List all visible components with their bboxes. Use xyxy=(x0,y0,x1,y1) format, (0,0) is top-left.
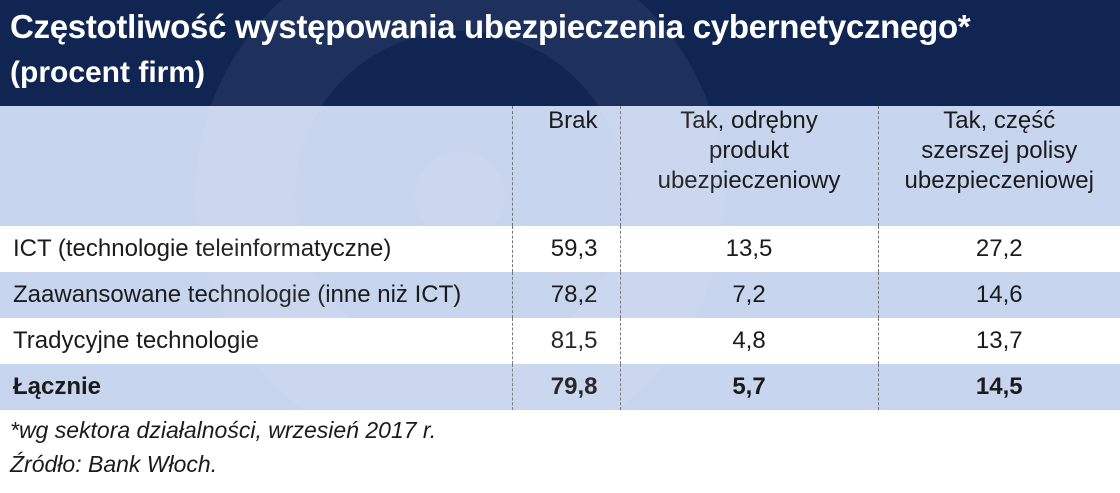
table-row-total: Łącznie 79,8 5,7 14,5 xyxy=(0,364,1120,410)
value-cell: 13,7 xyxy=(877,318,1120,364)
chart-subtitle: (procent firm) xyxy=(10,56,205,89)
row-label: ICT (technologie teleinformatyczne) xyxy=(13,235,392,262)
row-label: Zaawansowane technologie (inne niż ICT) xyxy=(13,281,462,308)
column-header-line: Brak xyxy=(548,107,598,134)
chart-title: Częstotliwość występowania ubezpieczenia… xyxy=(10,8,971,45)
column-header-line: Tak, odrębny xyxy=(680,107,818,134)
value-cell: 14,6 xyxy=(877,272,1120,318)
column-header-line: Tak, część xyxy=(943,107,1056,134)
value-cell: 14,5 xyxy=(877,364,1120,410)
value-cell: 4,8 xyxy=(619,318,878,364)
value-cell: 27,2 xyxy=(877,226,1120,272)
column-header-line: ubezpieczeniowy xyxy=(657,167,841,194)
row-label: Tradycyjne technologie xyxy=(13,327,259,354)
row-label: Łącznie xyxy=(13,373,102,400)
column-header-separate-product: Tak, odrębny produkt ubezpieczeniowy xyxy=(619,106,878,226)
value-cell: 13,5 xyxy=(619,226,878,272)
column-header-line: produkt xyxy=(708,137,790,164)
column-header-part-of-policy: Tak, część szerszej polisy ubezpieczenio… xyxy=(877,106,1120,226)
table-row: Tradycyjne technologie 81,5 4,8 13,7 xyxy=(0,318,1120,364)
value-cell: 5,7 xyxy=(619,364,878,410)
value-cell: 78,2 xyxy=(511,272,620,318)
header-bar: Częstotliwość występowania ubezpieczenia… xyxy=(0,0,1120,106)
table-row: ICT (technologie teleinformatyczne) 59,3… xyxy=(0,226,1120,272)
value-cell: 7,2 xyxy=(619,272,878,318)
column-header-line: szerszej polisy xyxy=(921,137,1078,164)
table-row: Zaawansowane technologie (inne niż ICT) … xyxy=(0,272,1120,318)
footnote: *wg sektora działalności, wrzesień 2017 … xyxy=(10,417,437,443)
column-header-line: ubezpieczeniowej xyxy=(904,167,1094,194)
value-cell: 81,5 xyxy=(511,318,620,364)
data-table: Brak Tak, odrębny produkt ubezpieczeniow… xyxy=(0,106,1120,410)
table-header-row: Brak Tak, odrębny produkt ubezpieczeniow… xyxy=(0,106,1120,226)
source-note: Źródło: Bank Włoch. xyxy=(10,451,218,477)
value-cell: 79,8 xyxy=(511,364,620,410)
column-header-brak: Brak xyxy=(511,106,620,226)
header-empty-cell xyxy=(0,106,512,226)
value-cell: 59,3 xyxy=(511,226,620,272)
